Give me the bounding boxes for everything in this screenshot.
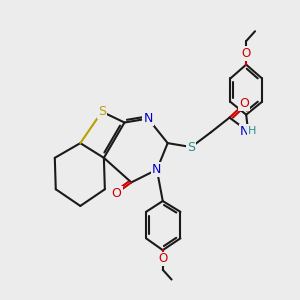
Text: S: S [98,105,106,118]
Text: H: H [248,126,256,136]
Text: N: N [143,112,153,125]
Text: N: N [239,125,249,138]
Text: O: O [242,47,251,60]
Text: O: O [112,187,122,200]
Text: S: S [187,141,195,154]
Text: O: O [239,98,249,110]
Text: O: O [158,252,167,266]
Text: N: N [152,163,162,176]
Text: H: H [244,125,253,138]
